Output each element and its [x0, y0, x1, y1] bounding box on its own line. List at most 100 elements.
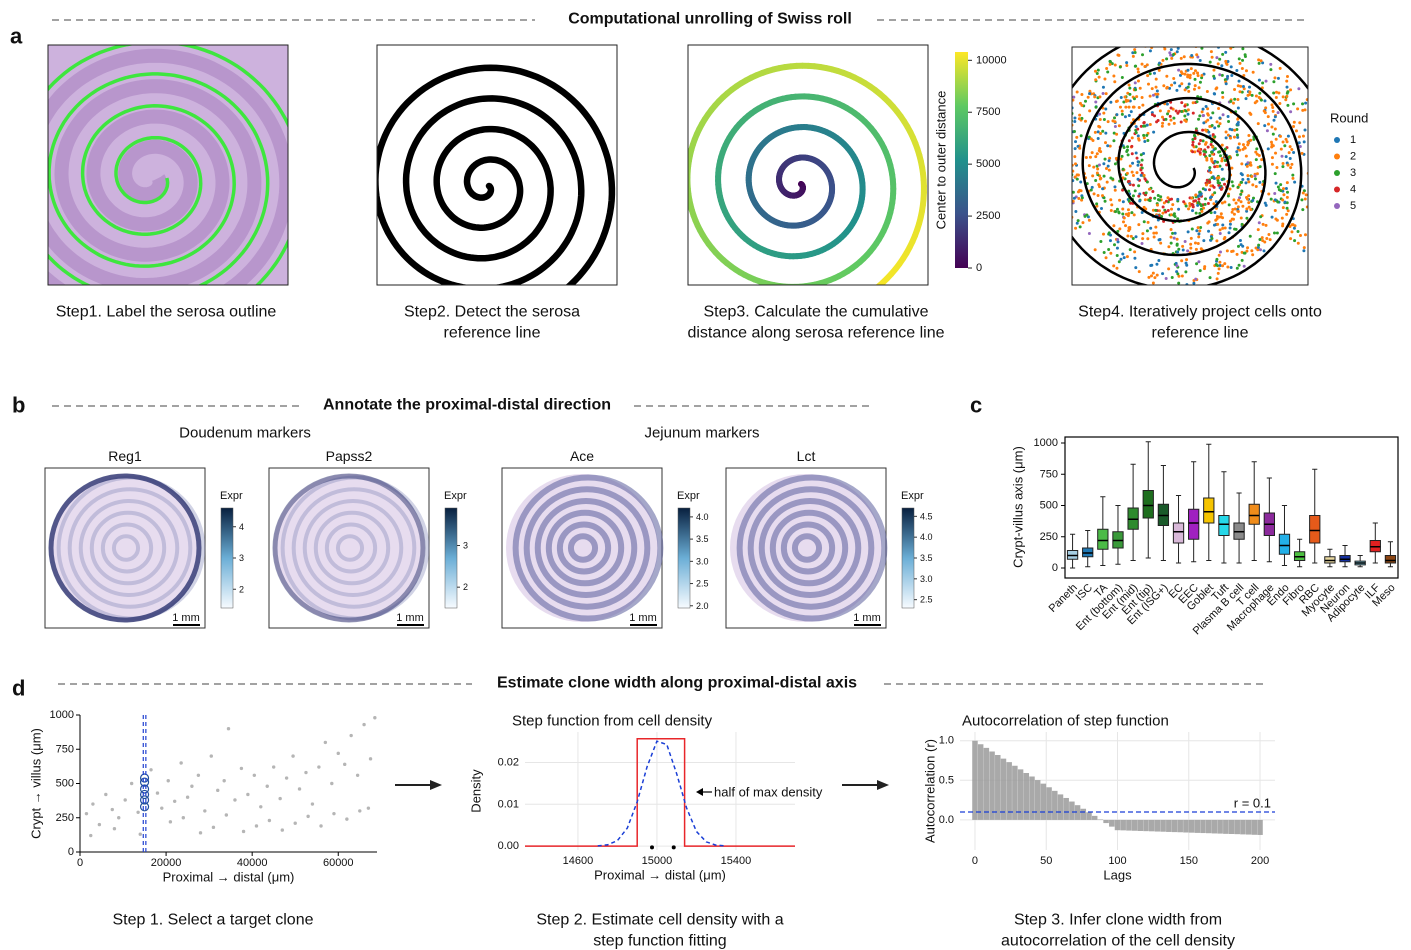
colorbar-tick-label: 7500	[976, 106, 1000, 118]
cell-dot	[1140, 95, 1144, 99]
cell-dot	[1289, 166, 1293, 170]
cell-dot	[1214, 262, 1218, 266]
cell-dot	[1073, 116, 1077, 120]
cell-dot	[1115, 113, 1119, 117]
cell-dot	[1290, 162, 1294, 166]
cell-dot	[1145, 123, 1149, 127]
cell-dot	[1229, 65, 1233, 69]
cell-dot	[1269, 197, 1273, 201]
cell-dot	[1247, 201, 1251, 205]
image-frame	[1071, 46, 1309, 286]
cell-dot	[1208, 154, 1212, 158]
cell-dot	[1230, 249, 1234, 253]
reference-line	[1072, 47, 1308, 285]
cell-dot	[1112, 74, 1116, 78]
cell-dot	[1149, 274, 1153, 278]
cell-dot	[1139, 163, 1143, 167]
cell-dot	[1215, 176, 1219, 180]
cell-dot	[1252, 196, 1256, 200]
cell-dot	[1213, 191, 1217, 195]
cell-dot	[1208, 188, 1212, 192]
tissue-ring	[78, 499, 180, 597]
cell-dot	[1236, 205, 1240, 209]
cell-dot	[1167, 122, 1171, 126]
cell-dot	[1132, 213, 1136, 217]
cell-dot	[1236, 135, 1240, 139]
cell-dot	[1073, 175, 1077, 179]
cell-dot	[1115, 254, 1119, 258]
cell-dot	[1208, 180, 1212, 184]
cell-dot	[1102, 111, 1106, 115]
cell-dot	[1263, 240, 1267, 244]
cell-dot	[1180, 110, 1184, 114]
cell-dot	[1246, 140, 1250, 144]
cell-dot	[1298, 121, 1302, 125]
cell-point	[293, 821, 297, 825]
cell-dot	[1281, 165, 1285, 169]
cell-dot	[1171, 203, 1175, 207]
cell-dot	[1231, 217, 1235, 221]
panel-letter: c	[970, 393, 982, 418]
cell-dot	[1238, 239, 1242, 243]
cell-dot	[1194, 193, 1198, 197]
cell-dot	[1145, 229, 1149, 233]
cell-dot	[1224, 136, 1228, 140]
cell-dot	[1210, 176, 1214, 180]
cell-point	[172, 799, 177, 804]
cell-dot	[1076, 219, 1080, 223]
step-caption: reference line	[1152, 325, 1249, 342]
cell-dot	[1128, 227, 1132, 231]
cell-dot	[1134, 151, 1138, 155]
tissue-ring	[567, 533, 599, 563]
cell-dot	[1194, 277, 1198, 281]
cell-dot	[1164, 210, 1168, 214]
cell-dot	[1288, 145, 1292, 149]
cell-dot	[1226, 59, 1230, 63]
cell-dot	[1149, 226, 1153, 230]
cell-dot	[1106, 70, 1110, 74]
group-title: Jejunum markers	[644, 425, 759, 442]
cell-dot	[1106, 120, 1110, 124]
plot-frame	[1064, 436, 1399, 579]
tissue-ring	[736, 474, 888, 622]
y-tick-label: 0.00	[498, 840, 519, 852]
colorbar-tick-label: 2.5	[696, 579, 709, 589]
cell-dot	[1165, 74, 1169, 78]
cell-dot	[1133, 189, 1137, 193]
cell-dot	[1218, 228, 1222, 232]
cell-dot	[1102, 118, 1106, 122]
cell-dot	[1155, 262, 1159, 266]
box	[1188, 508, 1200, 540]
cell-dot	[1188, 76, 1192, 80]
cell-dot	[1134, 266, 1138, 270]
cell-dot	[1141, 237, 1145, 241]
cell-point	[226, 727, 231, 731]
cell-dot	[1264, 203, 1268, 207]
cell-dot	[1147, 198, 1151, 202]
cell-dot	[1109, 100, 1113, 104]
cell-dot	[1261, 81, 1265, 85]
cell-dot	[1262, 249, 1266, 253]
cell-dot	[1190, 227, 1194, 231]
cell-dot	[1165, 85, 1169, 89]
cell-dot	[1113, 120, 1117, 124]
cell-dot	[1106, 144, 1110, 148]
cell-dot	[1123, 115, 1127, 119]
cell-dot	[1215, 257, 1219, 261]
cell-dot	[1199, 247, 1203, 251]
cell-dot	[1101, 85, 1105, 89]
cell-dot	[1226, 265, 1230, 269]
cell-dot	[1146, 220, 1150, 224]
cell-dot	[1137, 223, 1141, 227]
cell-dot	[1213, 135, 1217, 139]
cell-dot	[1218, 116, 1222, 120]
cell-dot	[1247, 180, 1251, 184]
cell-dot	[1213, 92, 1217, 96]
cell-dot	[1217, 124, 1221, 128]
cell-point	[168, 820, 173, 824]
cell-dot	[1108, 62, 1112, 66]
cell-dot	[1223, 262, 1227, 266]
cell-dot	[1206, 107, 1210, 111]
cell-dot	[1127, 139, 1131, 143]
cell-dot	[1145, 133, 1149, 137]
